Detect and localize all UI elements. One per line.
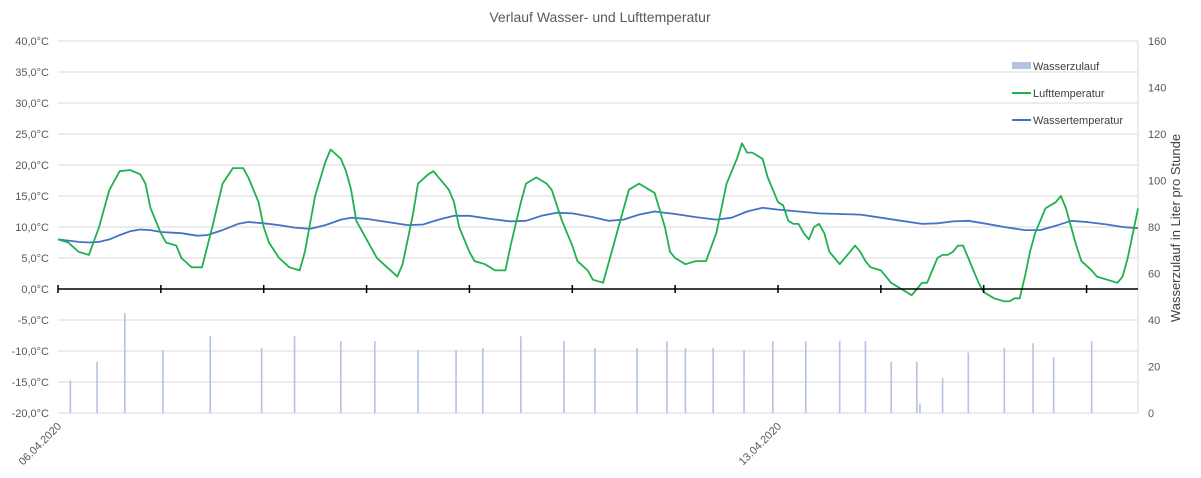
inflow-bar [162, 350, 164, 413]
y-tick-label: -15,0°C [12, 377, 49, 389]
y2-axis-label: Wasserzulauf in Liter pro Stunde [1168, 134, 1183, 322]
inflow-bar [417, 350, 419, 413]
y2-axis: 160 140 120 100 80 60 40 20 0 [1148, 36, 1166, 420]
inflow-bar [293, 336, 296, 413]
y2-tick-label: 80 [1148, 222, 1160, 234]
inflow-bar [666, 340, 668, 413]
inflow-bars [69, 313, 1093, 413]
y2-tick-label: 100 [1148, 176, 1166, 188]
y2-tick-label: 140 [1148, 83, 1166, 95]
inflow-bar [455, 350, 457, 413]
y2-tick-label: 40 [1148, 315, 1160, 327]
y-tick-label: 0,0°C [21, 284, 49, 296]
y-tick-label: 35,0°C [15, 67, 49, 79]
inflow-bar [209, 336, 212, 413]
inflow-bar [1003, 347, 1006, 413]
y-tick-label: 10,0°C [15, 222, 49, 234]
y-tick-label: 25,0°C [15, 129, 49, 141]
y2-tick-label: 0 [1148, 408, 1154, 420]
legend-label: Lufttemperatur [1033, 88, 1105, 100]
inflow-bar [684, 347, 687, 413]
y-tick-label: 20,0°C [15, 160, 49, 172]
y2-tick-label: 120 [1148, 129, 1166, 141]
inflow-bar [941, 378, 944, 413]
inflow-bar [919, 403, 921, 413]
air-temperature-line [57, 142, 1139, 303]
y-tick-label: 30,0°C [15, 98, 49, 110]
inflow-bar [1090, 340, 1093, 413]
y-tick-label: -10,0°C [12, 346, 49, 358]
legend-label: Wassertemperatur [1033, 115, 1123, 127]
x-tick-label: 13.04.2020 [737, 421, 784, 468]
legend: Wasserzulauf Lufttemperatur Wassertemperat… [1012, 61, 1123, 127]
inflow-bar [772, 340, 774, 413]
y2-tick-label: 60 [1148, 269, 1160, 281]
inflow-bar [1052, 357, 1055, 413]
inflow-bar [864, 340, 867, 413]
legend-label: Wasserzulauf [1033, 61, 1100, 73]
y-tick-label: -5,0°C [18, 315, 49, 327]
y-axis: 40,0°C 35,0°C 30,0°C 25,0°C 20,0°C 15,0°C 10,0… [12, 36, 49, 420]
inflow-bar [482, 347, 484, 413]
inflow-bar [1032, 343, 1034, 413]
inflow-bar [712, 347, 714, 413]
inflow-bar [967, 352, 970, 413]
y-tick-label: 15,0°C [15, 191, 49, 203]
inflow-bar [563, 340, 565, 413]
inflow-bar [594, 347, 596, 413]
inflow-bar [890, 361, 892, 413]
inflow-bar [96, 361, 98, 413]
y-tick-label: -20,0°C [12, 408, 49, 420]
x-tick-label: 06.04.2020 [17, 421, 64, 468]
y2-tick-label: 160 [1148, 36, 1166, 48]
inflow-bar [374, 340, 376, 413]
inflow-bar [743, 350, 745, 413]
inflow-bar [520, 336, 522, 413]
inflow-bar [124, 313, 126, 413]
x-axis: 06.04.2020 13.04.2020 [17, 285, 1138, 468]
inflow-bar [260, 347, 263, 413]
y-tick-label: 5,0°C [21, 253, 49, 265]
series-lines [57, 142, 1139, 303]
y-tick-label: 40,0°C [15, 36, 49, 48]
gridlines [58, 40, 1139, 414]
inflow-bar [636, 347, 638, 413]
inflow-bar [916, 361, 918, 413]
chart-title: Verlauf Wasser- und Lufttemperatur [489, 9, 711, 25]
inflow-bar [804, 340, 807, 413]
water-temperature-line [57, 206, 1139, 244]
legend-swatch-inflow [1012, 62, 1031, 69]
y2-tick-label: 20 [1148, 362, 1160, 374]
inflow-bar [340, 340, 342, 413]
inflow-bar [838, 340, 841, 413]
inflow-bar [69, 380, 72, 413]
